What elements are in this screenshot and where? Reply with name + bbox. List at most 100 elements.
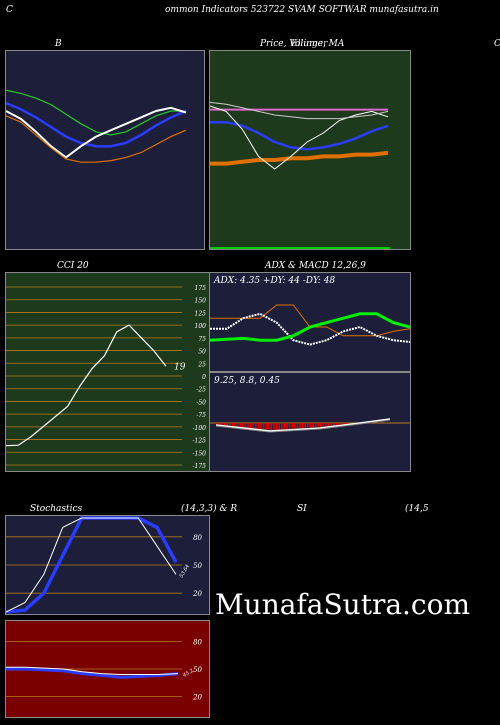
bollinger-line-0: [5, 89, 186, 136]
macd-bar: [257, 423, 260, 429]
macd-bar: [286, 423, 288, 430]
rsi-panel: 80 50 20 45.2: [5, 620, 210, 718]
rsi-last-value: 45.2: [181, 668, 195, 679]
macd-bar: [333, 423, 335, 426]
macd-bar: [296, 423, 299, 429]
stochastics-last-value: 53.64: [179, 564, 191, 579]
adx-plot: [209, 304, 411, 346]
cci-tick-label: 150: [195, 298, 207, 305]
price-ma-title: Price, Volume, MA: [260, 39, 345, 49]
cci-plot: 175 150 125 100 75 50 25 0 -25 -50 -75 -100 -125 -150…: [5, 285, 206, 470]
adx-panel: ADX: 4.35 +DY: 44 -DY: 48: [209, 272, 411, 372]
adx-line-1: [210, 312, 411, 346]
header-left-letter: C: [6, 5, 13, 15]
cci-grid: 175 150 125 100 75 50 25 0 -25 -50 -75 -100 -125 -150…: [6, 285, 206, 470]
macd-bar: [262, 423, 265, 430]
adx-macd-title: ADX & MACD 12,26,9: [265, 261, 366, 271]
cci-tick-label: -25: [196, 387, 206, 394]
macd-bar: [270, 423, 273, 430]
macd-bar: [317, 423, 319, 427]
macd-bar: [231, 423, 234, 428]
cci-tick-label: 175: [195, 285, 207, 292]
cci-tick-label: 25: [197, 361, 206, 368]
macd-bar: [239, 423, 241, 428]
header-right-letter: C: [494, 39, 500, 49]
rsi-plot: 80 50 20 45.2: [6, 638, 203, 702]
cci-tick-label: 50: [198, 349, 206, 356]
stochastics-line-1: [5, 517, 177, 613]
macd-signal-line: [215, 419, 391, 433]
macd-bar: [325, 423, 327, 427]
macd-bar: [244, 423, 247, 428]
macd-bar: [275, 423, 278, 430]
cci-line: 19: [5, 324, 186, 447]
rsi-title: SI: [297, 504, 307, 514]
adx-line-0: [210, 304, 411, 337]
macd-bar: [335, 423, 338, 426]
cci-last-value: 19: [174, 362, 186, 372]
macd-values-label: 9.25, 8.8, 0.45: [214, 376, 280, 386]
price-ma-lines: [209, 101, 389, 170]
macd-bar: [226, 423, 228, 427]
bollinger-line-2: [5, 106, 187, 159]
macd-bar: [338, 423, 340, 426]
cci-title: CCI 20: [57, 261, 89, 271]
cci-tick-label: -100: [193, 425, 207, 432]
adx-lines: [209, 304, 411, 346]
cci-tick-label: -150: [193, 450, 207, 457]
price-ma-line-3: [209, 105, 389, 170]
stochastics-tick-label: 50: [193, 562, 202, 570]
bollinger-plot: [5, 89, 187, 163]
macd-bar: [278, 423, 280, 430]
bollinger-line-3: [5, 115, 187, 163]
price-ma-panel: [209, 50, 411, 250]
cci-tick-label: 100: [195, 323, 207, 330]
rsi-line-0: [6, 667, 179, 679]
macd-bar: [340, 423, 343, 426]
macd-bar: [265, 423, 267, 430]
price-ma-line-2: [210, 120, 389, 151]
stochastics-tick-label: 80: [193, 534, 202, 542]
price-ma-line-1: [210, 150, 389, 166]
macd-bar: [221, 423, 223, 427]
macd-bar: [322, 423, 325, 427]
cci-tick-label: -125: [193, 438, 207, 445]
stochastics-tick-label: 20: [192, 590, 202, 598]
macd-bar: [236, 423, 239, 428]
macd-line: [215, 418, 391, 432]
macd-bar: [307, 423, 309, 428]
macd-bar: [304, 423, 306, 428]
adx-line-2: [209, 312, 411, 342]
watermark: MunafaSutra.com: [215, 588, 471, 621]
macd-bar: [242, 423, 244, 428]
macd-bar: [343, 423, 345, 426]
macd-plot: [210, 418, 410, 433]
macd-bar: [320, 423, 322, 427]
adx-values-label: ADX: 4.35 +DY: 44 -DY: 48: [214, 276, 336, 286]
macd-bar: [229, 423, 231, 427]
price-ma-plot: [209, 101, 390, 249]
rsi-params: (14,5: [405, 504, 429, 514]
macd-bar: [291, 423, 293, 429]
stochastics-panel: 80 50 20 53.64: [5, 515, 210, 615]
macd-bar: [327, 423, 330, 427]
bollinger-lines: [5, 89, 187, 163]
macd-bar: [252, 423, 254, 429]
macd-bar: [309, 423, 312, 428]
macd-bar: [247, 423, 249, 429]
stochastics-title: Stochastics: [30, 504, 83, 514]
macd-bar: [283, 423, 286, 430]
cci-tick-label: -50: [196, 399, 206, 406]
rsi-tick-label: 80: [193, 638, 202, 646]
rsi-tick-label: 50: [193, 666, 202, 674]
cci-tick-label: -175: [193, 463, 207, 470]
macd-histogram: [215, 418, 391, 433]
rsi-line-1: [6, 666, 179, 675]
rsi-grid: 80 50 20: [6, 638, 203, 702]
stochastics-grid: 80 50 20: [6, 534, 203, 598]
cci-tick-label: -75: [196, 412, 206, 419]
macd-bar: [249, 423, 252, 429]
macd-bar: [273, 423, 275, 430]
cci-panel: 175 150 125 100 75 50 25 0 -25 -50 -75 -100 -125 -150…: [5, 272, 210, 472]
macd-bar: [330, 423, 332, 426]
